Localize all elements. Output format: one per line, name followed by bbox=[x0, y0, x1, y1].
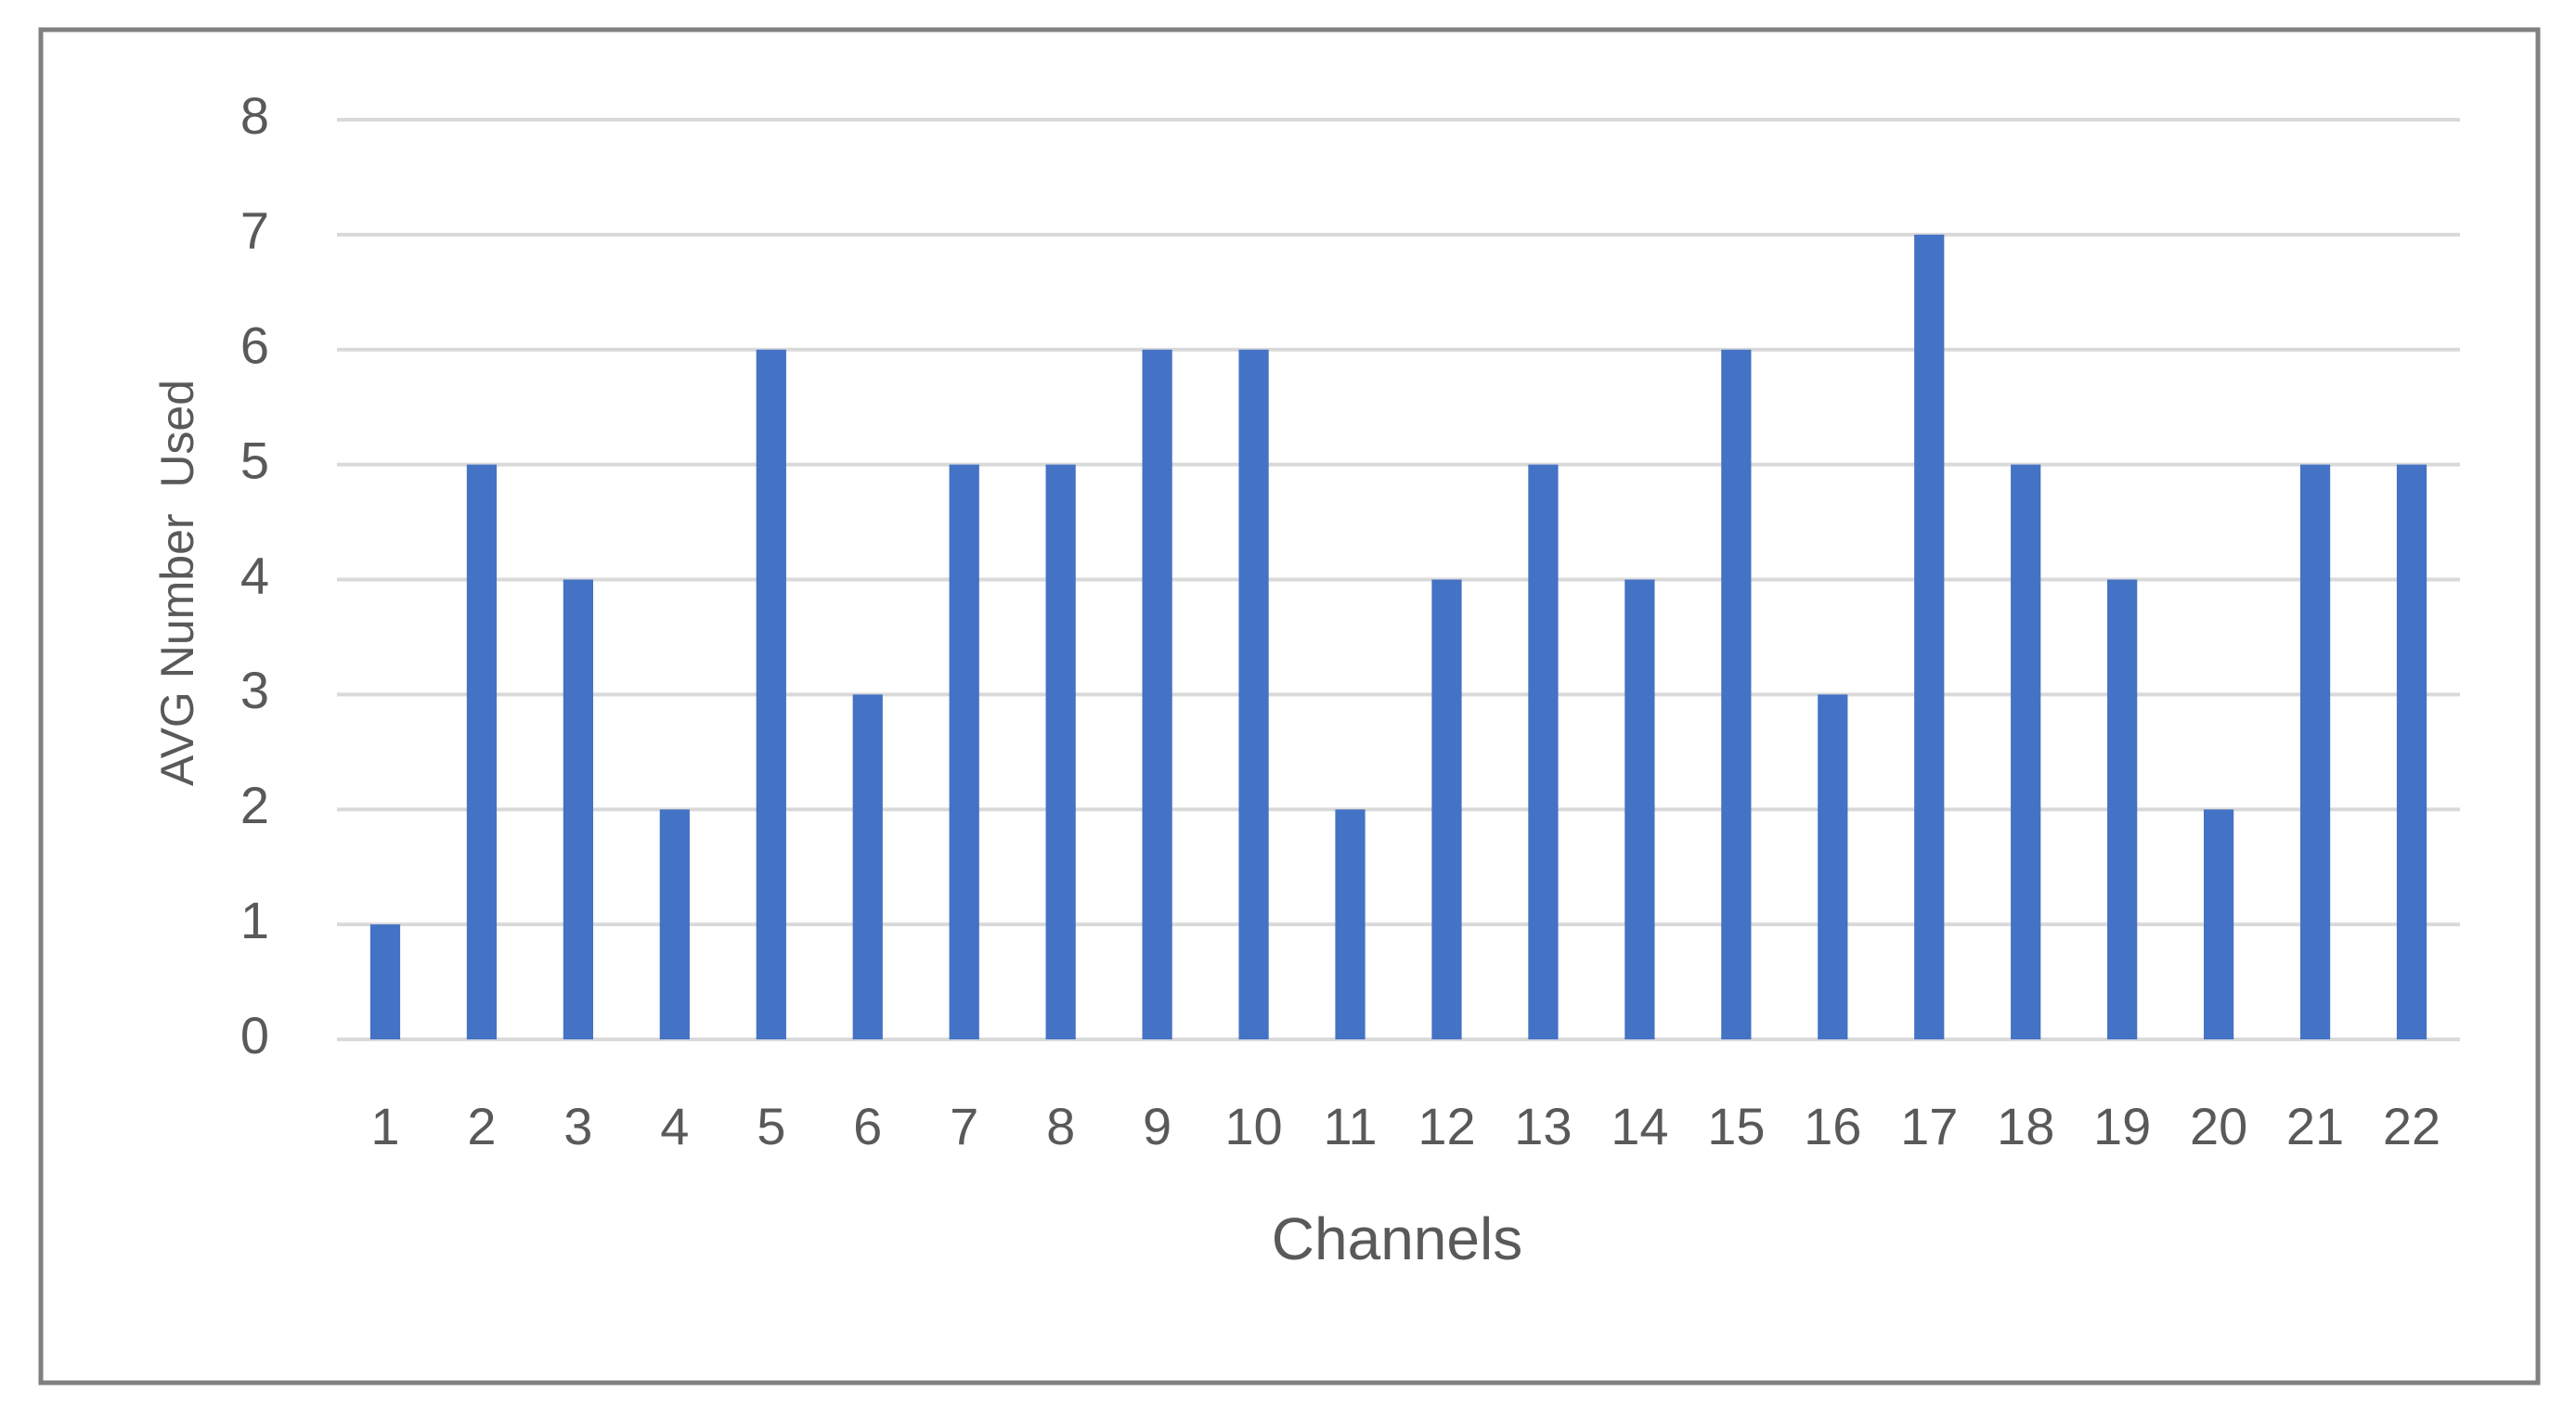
bar bbox=[1721, 349, 1752, 1039]
bar bbox=[1045, 464, 1076, 1039]
y-tick-label: 7 bbox=[240, 201, 269, 260]
x-tick-label: 2 bbox=[467, 1097, 496, 1155]
x-tick-label: 12 bbox=[1417, 1097, 1475, 1155]
bar bbox=[1528, 464, 1559, 1039]
x-tick-label: 16 bbox=[1804, 1097, 1861, 1155]
bar bbox=[1335, 809, 1366, 1039]
x-tick-label: 17 bbox=[1900, 1097, 1958, 1155]
y-tick-label: 3 bbox=[240, 661, 269, 719]
x-tick-label: 14 bbox=[1611, 1097, 1668, 1155]
x-tick-label: 5 bbox=[757, 1097, 785, 1155]
x-tick-label: 8 bbox=[1046, 1097, 1075, 1155]
y-tick-label: 5 bbox=[240, 431, 269, 489]
y-tick-label: 4 bbox=[240, 546, 269, 604]
x-tick-label: 1 bbox=[370, 1097, 399, 1155]
y-tick-label: 8 bbox=[240, 86, 269, 145]
bar bbox=[1818, 694, 1848, 1039]
x-tick-label: 9 bbox=[1143, 1097, 1171, 1155]
bar bbox=[2396, 464, 2427, 1039]
x-tick-label: 18 bbox=[1997, 1097, 2054, 1155]
y-tick-label: 1 bbox=[240, 891, 269, 949]
bar bbox=[2299, 464, 2331, 1039]
bar bbox=[1142, 349, 1172, 1039]
bar bbox=[852, 694, 883, 1039]
x-tick-label: 15 bbox=[1707, 1097, 1765, 1155]
x-tick-label: 19 bbox=[2093, 1097, 2151, 1155]
x-tick-label: 20 bbox=[2190, 1097, 2247, 1155]
y-tick-label: 2 bbox=[240, 776, 269, 834]
bar bbox=[1431, 579, 1462, 1039]
bar bbox=[659, 809, 690, 1039]
bar bbox=[369, 924, 401, 1039]
x-tick-label: 10 bbox=[1224, 1097, 1282, 1155]
bar bbox=[2107, 579, 2138, 1039]
bar bbox=[563, 579, 593, 1039]
bar bbox=[1914, 234, 1945, 1039]
x-tick-label: 4 bbox=[660, 1097, 689, 1155]
y-tick-label: 6 bbox=[240, 316, 269, 375]
x-tick-label: 22 bbox=[2383, 1097, 2440, 1155]
chart-border bbox=[38, 27, 2541, 1386]
bar bbox=[756, 349, 786, 1039]
x-tick-label: 21 bbox=[2286, 1097, 2344, 1155]
x-tick-label: 3 bbox=[563, 1097, 592, 1155]
bar bbox=[466, 464, 498, 1039]
bar bbox=[1238, 349, 1269, 1039]
x-tick-label: 11 bbox=[1323, 1097, 1377, 1155]
bar bbox=[1625, 579, 1655, 1039]
y-axis-title: AVG Number Used bbox=[151, 380, 203, 786]
x-tick-label: 6 bbox=[853, 1097, 882, 1155]
bar bbox=[2204, 809, 2234, 1039]
bar bbox=[949, 464, 979, 1039]
x-axis-title: Channels bbox=[1272, 1205, 1522, 1272]
x-tick-label: 13 bbox=[1514, 1097, 1572, 1155]
x-tick-label: 7 bbox=[950, 1097, 978, 1155]
y-tick-label: 0 bbox=[240, 1006, 269, 1064]
bar bbox=[2011, 464, 2041, 1039]
